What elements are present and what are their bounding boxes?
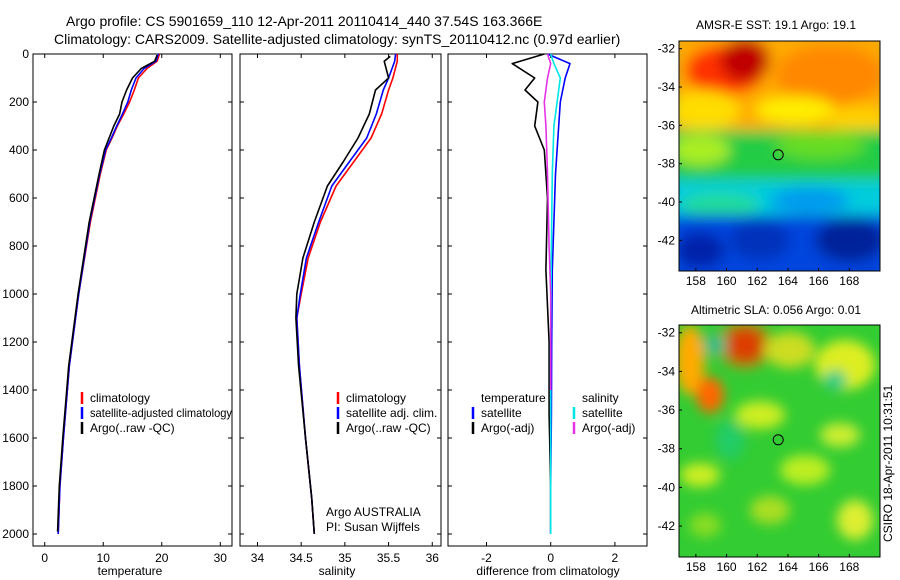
- map-x-tick-label: 160: [717, 274, 737, 288]
- map-y-tick-label: -38: [658, 157, 676, 171]
- sst-map-frame: [678, 40, 881, 272]
- legend-label-sal-argo: Argo(-adj): [582, 421, 635, 435]
- legend-label-temp-argo: Argo(-adj): [481, 421, 534, 435]
- series-line-satellite-adj-clim: [295, 53, 397, 535]
- map-x-tick-label: 158: [686, 274, 706, 288]
- legend-title-salinity: salinity: [582, 391, 619, 405]
- x-tick-label: 36: [426, 551, 440, 565]
- legend-label-sal-satellite: satellite: [582, 406, 623, 420]
- temperature-plot: 0 10 20 30 0 200 400 600 800 1000 1200 1400 1600 1800…: [2, 47, 232, 565]
- title-line-1: Argo profile: CS 5901659_110 12-Apr-2011…: [66, 13, 542, 29]
- map-y-tick-label: -38: [658, 442, 676, 456]
- map-y-tick-label: -40: [658, 195, 676, 209]
- x-tick-label: 35: [338, 551, 352, 565]
- series-line-argo-raw-qc: [56, 54, 158, 532]
- x-tick-label: -2: [481, 551, 492, 565]
- legend-label-temp-satellite: satellite: [481, 406, 522, 420]
- salinity-xlabel: salinity: [319, 564, 356, 578]
- y-tick-label: 1600: [2, 431, 29, 445]
- sla-map-frame: [678, 324, 881, 558]
- salinity-legend: climatology satellite adj. clim. Argo(..…: [336, 391, 437, 435]
- map-x-tick-label: 164: [778, 560, 798, 574]
- y-tick-label: 800: [9, 239, 29, 253]
- sst-map: [679, 41, 880, 271]
- x-tick-label: 10: [97, 551, 111, 565]
- title-line-2: Climatology: CARS2009. Satellite-adjuste…: [54, 31, 620, 47]
- series-line-argo-raw-qc: [295, 55, 391, 535]
- sst-axes: 158 160 162 164 166 168 -32 -34 -36 -38 -40 -42: [658, 42, 860, 288]
- temperature-xlabel: temperature: [98, 564, 163, 578]
- series-line-temperature-argo-adj: [511, 53, 552, 534]
- map-y-tick-label: -34: [658, 80, 676, 94]
- map-x-tick-label: 168: [839, 560, 859, 574]
- map-x-tick-label: 168: [839, 274, 859, 288]
- legend-label-argo: Argo(..raw -QC): [90, 421, 175, 435]
- legend-title-temperature: temperature: [481, 391, 546, 405]
- map-x-tick-label: 162: [747, 274, 767, 288]
- temperature-panel-frame: [32, 53, 233, 547]
- difference-plot: -2 0 2: [448, 53, 647, 565]
- x-tick-label: 2: [612, 551, 619, 565]
- x-tick-label: 34: [251, 551, 265, 565]
- x-tick-label: 34.5: [289, 551, 313, 565]
- legend-label-satellite: satellite adj. clim.: [346, 406, 437, 420]
- legend-label-climatology: climatology: [346, 391, 406, 405]
- sst-float-marker: [772, 149, 784, 161]
- map-x-tick-label: 166: [809, 274, 829, 288]
- x-tick-label: 0: [41, 551, 48, 565]
- y-tick-label: 1800: [2, 479, 29, 493]
- difference-xlabel: difference from climatology: [476, 564, 619, 578]
- salinity-plot: 34 34.5 35 35.5 36: [240, 53, 441, 565]
- map-y-tick-label: -42: [658, 233, 676, 247]
- legend-label-argo: Argo(..raw -QC): [346, 421, 431, 435]
- map-y-tick-label: -40: [658, 480, 676, 494]
- map-y-tick-label: -34: [658, 364, 676, 378]
- map-x-tick-label: 164: [778, 274, 798, 288]
- map-y-tick-label: -32: [658, 42, 676, 56]
- org-label: Argo AUSTRALIA: [326, 505, 421, 519]
- map-y-tick-label: -36: [658, 118, 676, 132]
- legend-label-climatology: climatology: [90, 391, 150, 405]
- x-tick-label: 35.5: [377, 551, 401, 565]
- y-tick-label: 600: [9, 191, 29, 205]
- sst-field: [679, 41, 880, 271]
- y-tick-label: 400: [9, 143, 29, 157]
- sla-map: [679, 325, 880, 557]
- map-y-tick-label: -36: [658, 403, 676, 417]
- map-y-tick-label: -42: [658, 519, 676, 533]
- map-x-tick-label: 158: [686, 560, 706, 574]
- sla-field: [679, 325, 875, 540]
- y-tick-label: 200: [9, 95, 29, 109]
- sla-axes: 158 160 162 164 166 168 -32 -34 -36 -38 -40 -42: [658, 326, 860, 574]
- x-tick-label: 0: [547, 551, 554, 565]
- y-tick-label: 2000: [2, 527, 29, 541]
- map-x-tick-label: 162: [747, 560, 767, 574]
- pi-label: PI: Susan Wijffels: [326, 520, 420, 534]
- x-tick-label: 20: [155, 551, 169, 565]
- sla-float-marker: [772, 434, 784, 446]
- legend-label-satellite: satellite-adjusted climatology: [90, 406, 232, 420]
- y-tick-label: 1400: [2, 383, 29, 397]
- map-y-tick-label: -32: [658, 326, 676, 340]
- x-tick-label: 30: [214, 551, 228, 565]
- series-line-salinity-argo-adj: [543, 53, 552, 390]
- y-tick-label: 1000: [2, 287, 29, 301]
- sla-map-title: Altimetric SLA: 0.056 Argo: 0.01: [691, 303, 861, 317]
- sst-map-title: AMSR-E SST: 19.1 Argo: 19.1: [696, 18, 856, 32]
- series-line-satellite-adjusted-climatology: [57, 53, 160, 535]
- difference-legend: temperature satellite Argo(-adj) salinit…: [471, 391, 635, 435]
- series-line-climatology: [57, 53, 161, 535]
- salinity-panel-frame: [239, 53, 442, 547]
- series-line-climatology: [295, 54, 399, 535]
- temperature-legend: climatology satellite-adjusted climatolo…: [80, 391, 232, 435]
- timestamp-label: CSIRO 18-Apr-2011 10:31:51: [881, 384, 895, 542]
- y-tick-label: 1200: [2, 335, 29, 349]
- y-tick-label: 0: [22, 47, 29, 61]
- map-x-tick-label: 160: [717, 560, 737, 574]
- map-x-tick-label: 166: [809, 560, 829, 574]
